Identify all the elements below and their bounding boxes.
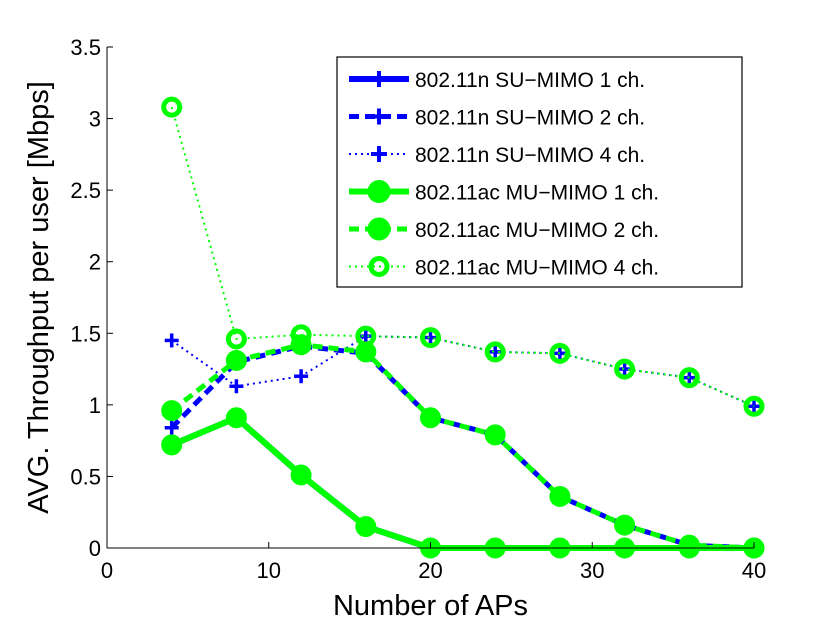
data-point-marker (368, 256, 390, 277)
legend-label: 802.11n SU−MIMO 2 ch. (415, 107, 645, 130)
series-line (171, 335, 755, 408)
x-tick-label: 0 (101, 558, 113, 583)
data-point-marker (743, 395, 765, 417)
x-tick-label: 30 (580, 558, 604, 583)
x-axis-title: Number of APs (333, 590, 528, 622)
legend: 802.11n SU−MIMO 1 ch. 802.11n SU−MIMO 2 c… (336, 56, 743, 288)
y-tick-label: 1.5 (70, 321, 101, 346)
series-line (170, 106, 755, 408)
data-point-marker (225, 407, 247, 429)
data-point-marker (225, 328, 247, 350)
data-point-marker (678, 534, 700, 556)
data-point-marker (290, 324, 312, 346)
data-point-marker (614, 358, 636, 380)
data-point-marker (161, 96, 183, 118)
legend-label: 802.11n SU−MIMO 1 ch. (415, 69, 645, 92)
y-tick-label: 3.5 (70, 35, 101, 60)
data-point-marker (420, 407, 441, 429)
series-6 (161, 96, 765, 417)
data-point-marker (355, 325, 377, 347)
data-point-marker (484, 341, 506, 363)
legend-label: 802.11n SU−MIMO 4 ch. (415, 144, 645, 167)
y-axis: 0 0.5 1 1.5 2 2.5 3 3.5 (70, 35, 113, 561)
data-point-marker (484, 424, 506, 446)
data-point-marker (614, 514, 636, 536)
legend-label: 802.11ac MU−MIMO 4 ch. (415, 257, 659, 280)
series-line (169, 343, 755, 551)
x-tick-label: 40 (742, 558, 766, 583)
series-line (170, 342, 755, 551)
data-point-marker (549, 485, 571, 507)
data-point-marker (367, 217, 391, 241)
data-point-marker (161, 400, 183, 422)
x-tick-label: 20 (418, 558, 442, 583)
series-3 (164, 329, 761, 414)
y-tick-label: 3 (89, 107, 101, 132)
legend-label: 802.11ac MU−MIMO 2 ch. (415, 219, 659, 242)
data-point-marker (161, 434, 183, 456)
x-axis: 0 10 20 30 40 (101, 542, 766, 583)
data-point-marker (549, 342, 571, 364)
y-axis-title: AVG. Throughput per user [Mbps] (23, 81, 55, 514)
data-point-marker (678, 367, 700, 389)
y-tick-label: 0.5 (70, 464, 101, 489)
data-point-marker (420, 327, 441, 349)
data-point-marker (355, 516, 377, 538)
y-tick-label: 2.5 (70, 178, 101, 203)
y-tick-label: 2 (89, 250, 101, 275)
x-tick-label: 10 (257, 558, 281, 583)
series-5 (161, 334, 765, 559)
y-tick-label: 0 (89, 536, 101, 561)
series-4 (161, 407, 765, 559)
series-2 (164, 339, 761, 555)
data-point-marker (290, 464, 312, 486)
data-point-marker (367, 180, 391, 203)
y-tick-label: 1 (89, 393, 101, 418)
legend-box (336, 56, 743, 288)
data-point-marker (225, 349, 247, 371)
series-line (170, 414, 754, 551)
legend-label: 802.11ac MU−MIMO 1 ch. (415, 182, 659, 205)
